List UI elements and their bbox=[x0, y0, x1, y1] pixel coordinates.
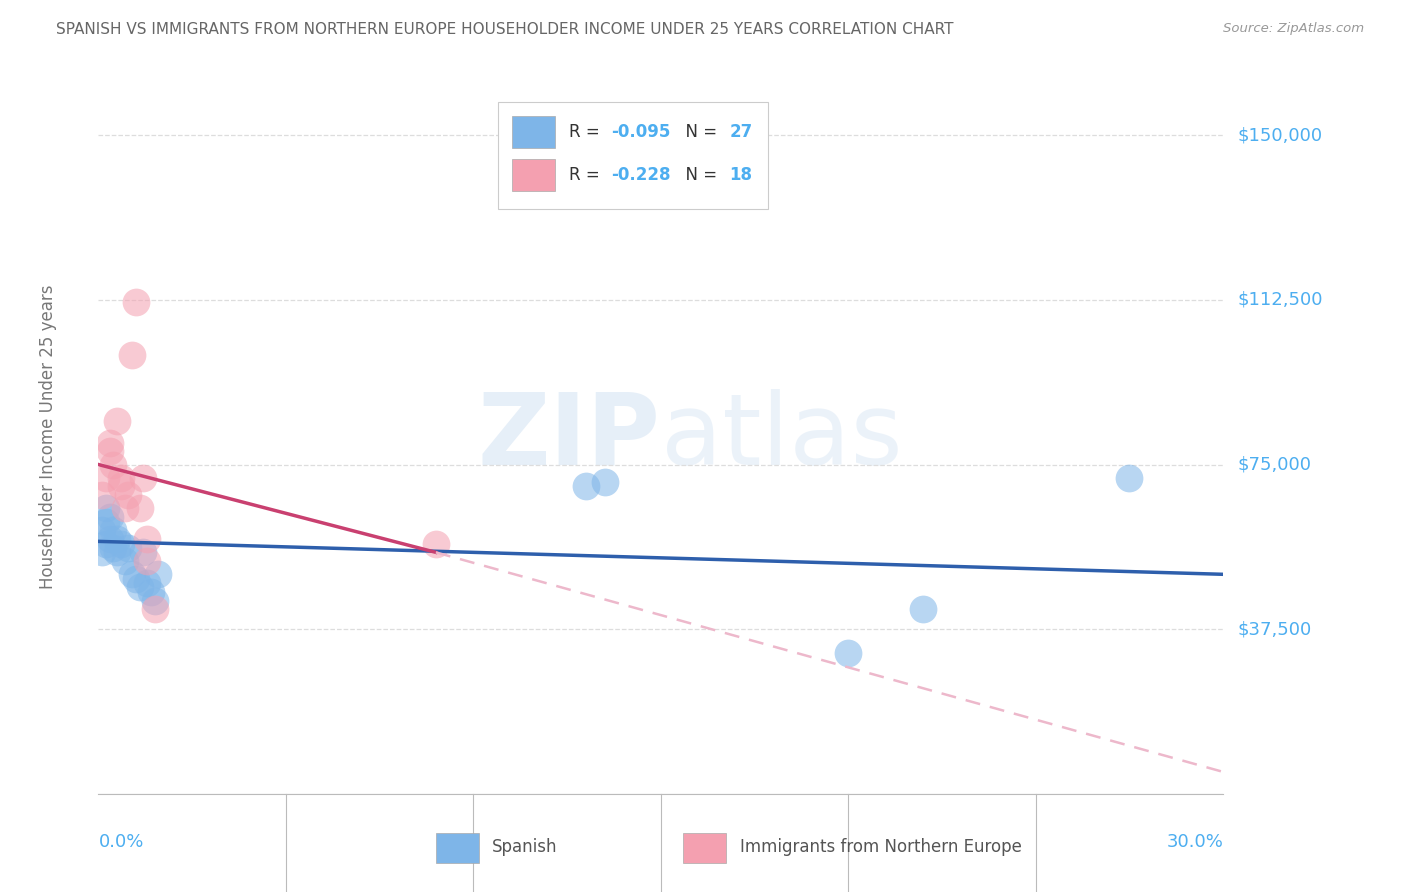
Point bbox=[575, 479, 598, 493]
Point bbox=[110, 471, 132, 485]
Text: R =: R = bbox=[568, 123, 605, 141]
Point bbox=[148, 567, 170, 582]
Point bbox=[91, 545, 114, 559]
Point bbox=[125, 295, 148, 310]
Point bbox=[128, 581, 150, 595]
Text: SPANISH VS IMMIGRANTS FROM NORTHERN EUROPE HOUSEHOLDER INCOME UNDER 25 YEARS COR: SPANISH VS IMMIGRANTS FROM NORTHERN EURO… bbox=[56, 22, 953, 37]
Point bbox=[94, 471, 117, 485]
Point bbox=[136, 576, 159, 591]
Text: 30.0%: 30.0% bbox=[1167, 833, 1223, 851]
Text: Immigrants from Northern Europe: Immigrants from Northern Europe bbox=[740, 838, 1021, 856]
Point bbox=[98, 532, 121, 546]
Point bbox=[94, 515, 117, 529]
Point bbox=[103, 458, 125, 472]
Point bbox=[98, 435, 121, 450]
Text: N =: N = bbox=[675, 166, 723, 184]
FancyBboxPatch shape bbox=[512, 159, 555, 191]
Point bbox=[98, 444, 121, 458]
Point bbox=[425, 536, 447, 550]
Text: 18: 18 bbox=[730, 166, 752, 184]
Text: Householder Income Under 25 years: Householder Income Under 25 years bbox=[39, 285, 56, 590]
Text: Spanish: Spanish bbox=[492, 838, 558, 856]
FancyBboxPatch shape bbox=[683, 833, 725, 863]
FancyBboxPatch shape bbox=[512, 116, 555, 148]
Point bbox=[136, 532, 159, 546]
Point bbox=[114, 554, 136, 568]
Point bbox=[105, 545, 128, 559]
Point bbox=[121, 348, 143, 362]
Point bbox=[139, 585, 162, 599]
Point bbox=[593, 475, 616, 489]
Point bbox=[98, 510, 121, 524]
Point bbox=[132, 471, 155, 485]
Point bbox=[117, 488, 139, 502]
Text: $112,500: $112,500 bbox=[1237, 291, 1323, 309]
Text: ZIP: ZIP bbox=[478, 389, 661, 485]
Point bbox=[128, 501, 150, 516]
Point bbox=[110, 536, 132, 550]
FancyBboxPatch shape bbox=[498, 102, 768, 209]
Point bbox=[105, 414, 128, 428]
Text: $150,000: $150,000 bbox=[1237, 126, 1322, 145]
Text: R =: R = bbox=[568, 166, 605, 184]
Point bbox=[91, 524, 114, 538]
FancyBboxPatch shape bbox=[436, 833, 478, 863]
Point bbox=[94, 501, 117, 516]
Point bbox=[136, 554, 159, 568]
Point bbox=[837, 646, 859, 660]
Point bbox=[132, 545, 155, 559]
Text: Source: ZipAtlas.com: Source: ZipAtlas.com bbox=[1223, 22, 1364, 36]
Point bbox=[1118, 471, 1140, 485]
Point bbox=[91, 488, 114, 502]
Point bbox=[103, 524, 125, 538]
Text: $37,500: $37,500 bbox=[1237, 620, 1312, 638]
Point bbox=[114, 501, 136, 516]
Text: 27: 27 bbox=[730, 123, 752, 141]
Point bbox=[110, 479, 132, 493]
Point bbox=[94, 536, 117, 550]
Text: -0.095: -0.095 bbox=[612, 123, 671, 141]
Text: -0.228: -0.228 bbox=[612, 166, 671, 184]
Text: 0.0%: 0.0% bbox=[98, 833, 143, 851]
Point bbox=[912, 602, 935, 616]
Point bbox=[121, 567, 143, 582]
Text: N =: N = bbox=[675, 123, 723, 141]
Point bbox=[125, 572, 148, 586]
Point bbox=[143, 602, 166, 616]
Point bbox=[105, 532, 128, 546]
Text: atlas: atlas bbox=[661, 389, 903, 485]
Point bbox=[143, 593, 166, 607]
Point bbox=[117, 541, 139, 555]
Point bbox=[103, 541, 125, 555]
Text: $75,000: $75,000 bbox=[1237, 456, 1312, 474]
